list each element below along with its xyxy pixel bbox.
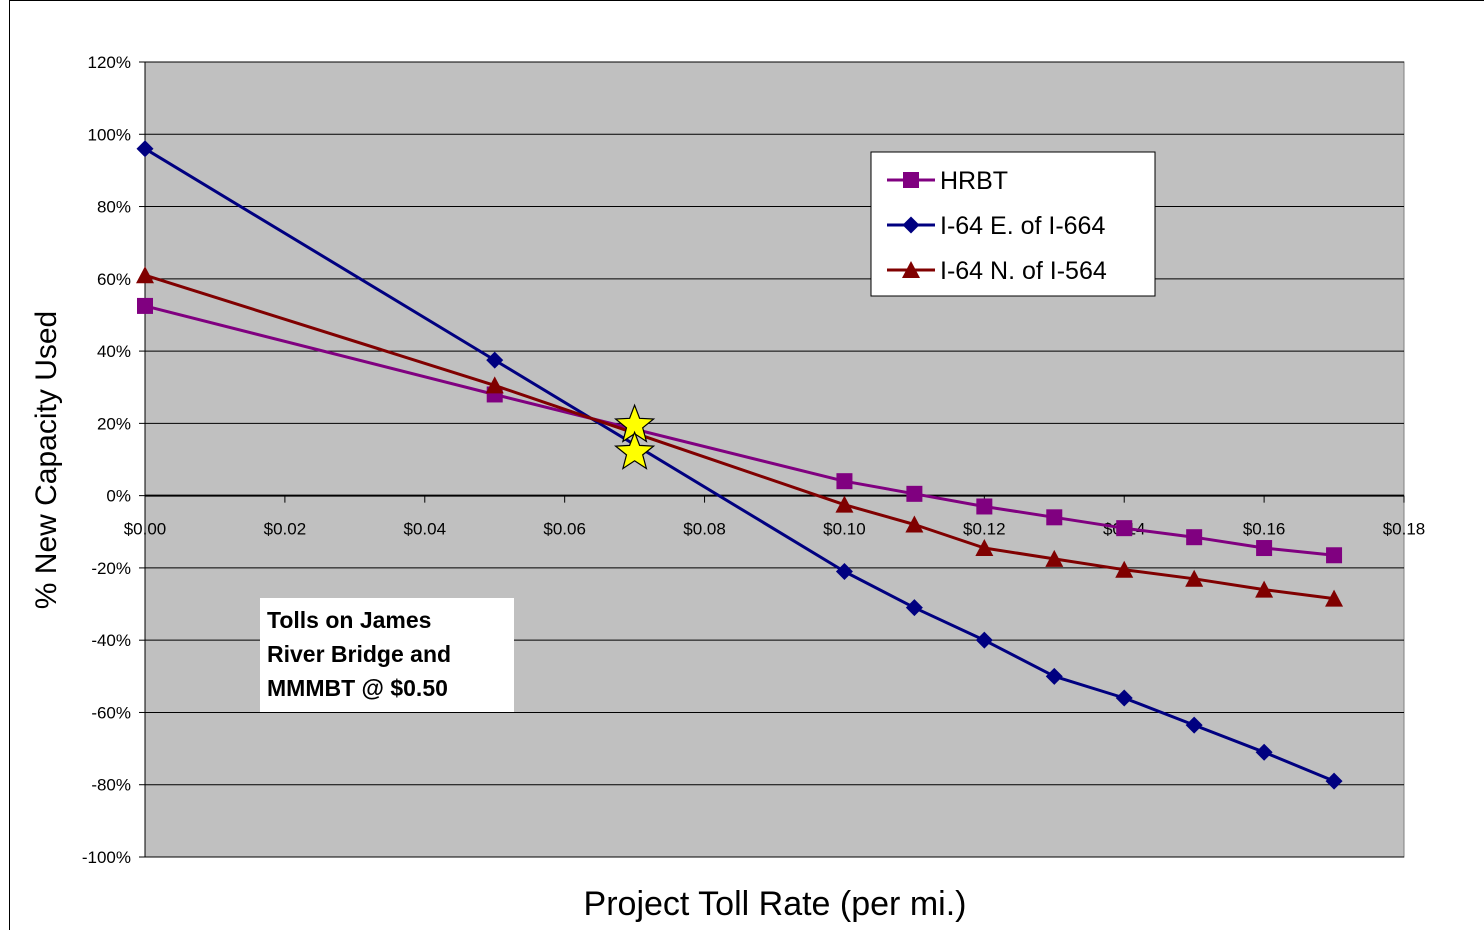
x-tick-label: $0.04 <box>404 520 447 539</box>
data-point-marker <box>1116 520 1132 536</box>
legend-label: I-64 E. of I-664 <box>940 212 1105 240</box>
y-tick-label: 20% <box>97 414 131 433</box>
y-tick-label: -40% <box>91 631 131 650</box>
legend-swatch-marker <box>903 172 919 188</box>
x-axis-title: Project Toll Rate (per mi.) <box>584 885 967 923</box>
legend-label: I-64 N. of I-564 <box>940 257 1107 285</box>
data-point-marker <box>137 298 153 314</box>
x-tick-label: $0.06 <box>543 520 586 539</box>
y-tick-label: 100% <box>88 125 131 144</box>
y-tick-label: 40% <box>97 342 131 361</box>
annotation-note: Tolls on James River Bridge and MMMBT @ … <box>260 598 514 712</box>
data-point-marker <box>1046 509 1062 525</box>
y-tick-label: -80% <box>91 776 131 795</box>
y-tick-label: 120% <box>88 53 131 72</box>
data-point-marker <box>906 486 922 502</box>
y-tick-label: -100% <box>82 848 131 867</box>
legend: HRBT I-64 E. of I-664 I-64 N. of I-564 <box>871 152 1155 296</box>
data-point-marker <box>1186 529 1202 545</box>
annotation-line-1: Tolls on James <box>267 607 431 633</box>
data-point-marker <box>1256 540 1272 556</box>
data-point-marker <box>1326 547 1342 563</box>
x-tick-label: $0.12 <box>963 520 1006 539</box>
y-tick-label: 0% <box>106 487 131 506</box>
y-tick-label: 80% <box>97 198 131 217</box>
legend-label: HRBT <box>940 167 1008 195</box>
annotation-line-2: River Bridge and <box>267 641 451 667</box>
x-tick-label: $0.02 <box>264 520 307 539</box>
data-point-marker <box>836 473 852 489</box>
x-tick-label: $0.10 <box>823 520 866 539</box>
x-tick-label: $0.00 <box>124 520 167 539</box>
plot-area <box>145 62 1404 857</box>
y-tick-label: -20% <box>91 559 131 578</box>
y-axis-title: % New Capacity Used <box>30 311 63 609</box>
x-tick-label: $0.08 <box>683 520 726 539</box>
x-tick-label: $0.18 <box>1383 520 1426 539</box>
y-tick-label: 60% <box>97 270 131 289</box>
x-tick-label: $0.16 <box>1243 520 1286 539</box>
data-point-marker <box>976 498 992 514</box>
y-tick-label: -60% <box>91 703 131 722</box>
annotation-line-3: MMMBT @ $0.50 <box>267 675 448 701</box>
